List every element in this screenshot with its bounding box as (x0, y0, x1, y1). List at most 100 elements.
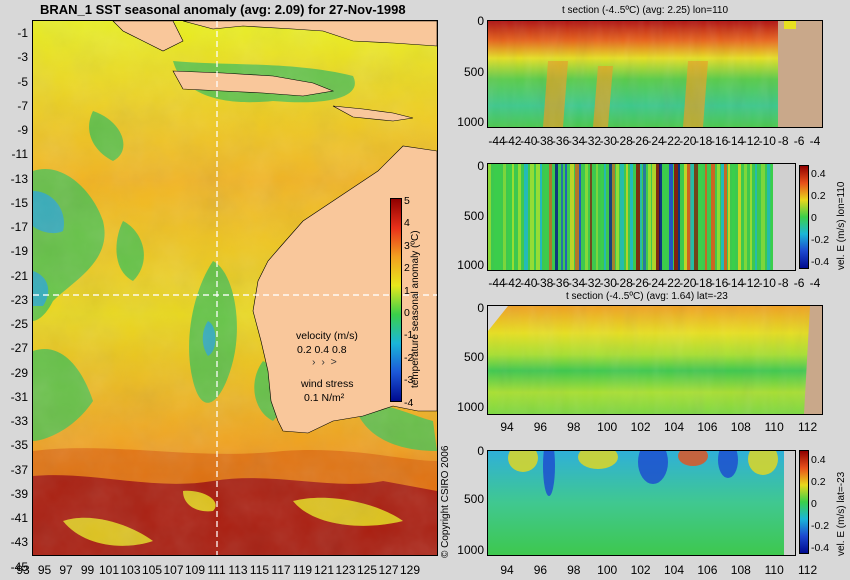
velocity-stripe (488, 164, 491, 270)
section-3-lon-tick: 100 (597, 420, 618, 434)
map-lon-tick-label: 97 (59, 563, 73, 577)
section-4-lon-tick: 94 (500, 563, 514, 577)
map-lon-tick-label: 127 (378, 563, 399, 577)
section-1-lat-tick: -24 (647, 134, 665, 148)
velocity-stripe (630, 164, 633, 270)
vel-section-lon110 (487, 163, 796, 271)
velocity-stripe (663, 164, 667, 270)
section-2-lat-tick: -42 (504, 276, 522, 290)
section-4-lon-tick: 98 (567, 563, 581, 577)
sst-colorbar-tick: -4 (404, 396, 414, 409)
velocity-legend-title: velocity (m/s) (296, 330, 358, 342)
velocity-stripe (648, 164, 651, 270)
section-2-lat-tick: -14 (726, 276, 745, 290)
section-2-lat-tick: -8 (777, 276, 789, 290)
map-title: BRAN_1 SST seasonal anomaly (avg: 2.09) … (40, 2, 406, 17)
map-lat-tick-label: -31 (10, 389, 28, 404)
velocity-stripe (690, 164, 694, 270)
velocity-stripe (518, 164, 521, 270)
velocity-stripe (744, 164, 747, 270)
section-2-lat-tick: -20 (679, 276, 697, 290)
velocity-stripe (669, 164, 673, 270)
map-lon-tick-label: 123 (335, 563, 356, 577)
velocity-stripe (601, 164, 603, 270)
section-1-lat-tick: -22 (663, 134, 681, 148)
section-3-depth-tick: 0 (477, 301, 484, 315)
velocity-stripe (684, 164, 687, 270)
section-1-lat-tick: -28 (615, 134, 633, 148)
velocity-stripe (640, 164, 642, 270)
velocity-stripe (767, 164, 771, 270)
section-2-lat-tick: -38 (536, 276, 554, 290)
section-1-lat-tick: -16 (710, 134, 729, 148)
section-2-lat-tick: -22 (663, 276, 681, 290)
sst-map (32, 20, 438, 556)
vel-colorbar-lon-tick: -0.4 (811, 256, 830, 268)
section-1-lat-tick: -14 (726, 134, 745, 148)
vel-colorbar-lat-label: vel. E (m/s) lat=-23 (836, 471, 847, 556)
vel-colorbar-lat-tick: 0.4 (811, 454, 826, 466)
map-lon-tick-label: 129 (399, 563, 421, 577)
sst-colorbar-tick: 0 (404, 307, 410, 319)
map-lon-tick-label: 113 (228, 563, 248, 577)
velocity-stripe (555, 164, 558, 270)
vel-colorbar-lon-tick: -0.2 (811, 234, 830, 246)
section-2-lat-tick: -36 (551, 276, 570, 290)
velocity-stripe (579, 164, 581, 270)
sst-colorbar-tick: 4 (404, 217, 410, 230)
map-lon-tick-label: 111 (207, 563, 226, 577)
velocity-core (508, 451, 538, 472)
sst-colorbar-tick: -2 (404, 351, 414, 364)
map-lon-tick-label: 121 (313, 563, 335, 577)
section-3-lon-tick: 102 (630, 420, 651, 434)
map-lat-tick-label: -45 (10, 559, 28, 574)
wind-legend-value: 0.1 N/m² (304, 392, 345, 404)
section-1-lat-tick: -36 (551, 134, 570, 148)
section-1-lat-tick: -18 (695, 134, 713, 148)
section-4-lon-tick: 100 (597, 563, 618, 577)
velocity-stripe (575, 164, 579, 270)
section-4-lon-tick: 104 (663, 563, 685, 577)
velocity-stripe (678, 164, 680, 270)
velocity-stripe (612, 164, 615, 270)
velocity-stripe (721, 164, 724, 270)
velocity-stripe (524, 164, 528, 270)
section-2-lat-tick: -10 (758, 276, 776, 290)
velocity-stripe (565, 164, 567, 270)
velocity-stripe (717, 164, 720, 270)
velocity-stripe (626, 164, 628, 270)
velocity-core (718, 451, 738, 478)
velocity-stripe (609, 164, 612, 270)
section-2-depth-tick: 500 (463, 209, 484, 223)
map-lat-tick-label: -43 (10, 535, 28, 550)
sst-colorbar-tick: 3 (404, 239, 410, 252)
section-1-lat-tick: -20 (679, 134, 697, 148)
section-1-lat-tick: -44 (488, 134, 506, 148)
map-lat-tick-label: -33 (10, 414, 28, 428)
section-4-depth-tick: 500 (463, 492, 484, 506)
vel-colorbar-lon-tick: 0.4 (811, 168, 826, 180)
section-2-lat-tick: -26 (631, 276, 649, 290)
vel-colorbar-lon-tick: 0.2 (811, 190, 826, 202)
sst-colorbar (390, 198, 402, 402)
map-lon-tick-label: 95 (37, 563, 52, 577)
velocity-stripe (604, 164, 606, 270)
velocity-stripe (620, 164, 624, 270)
velocity-stripe (656, 164, 660, 270)
map-lon-tick-label: 101 (98, 563, 120, 577)
velocity-stripe (549, 164, 552, 270)
velocity-stripe (694, 164, 698, 270)
map-lat-tick-label: -21 (10, 268, 28, 283)
map-lon-tick-label: 107 (163, 563, 184, 577)
section-3-depth-tick: 1000 (457, 400, 484, 414)
section-2-lat-tick: -32 (583, 276, 602, 290)
velocity-stripe (724, 164, 727, 270)
sst-colorbar-tick: -1 (404, 329, 414, 342)
java-landmass (172, 70, 335, 97)
section-1-lat-tick: -34 (567, 134, 586, 148)
section-1-lat-tick: -30 (599, 134, 617, 148)
map-lon-tick-label: 119 (292, 563, 313, 577)
velocity-stripe (761, 164, 765, 270)
vel-colorbar-lon-label: vel. E (m/s) lon=110 (836, 181, 847, 270)
section-3-title: t section (-4..5ºC) (avg: 1.64) lat=-23 (566, 291, 728, 302)
